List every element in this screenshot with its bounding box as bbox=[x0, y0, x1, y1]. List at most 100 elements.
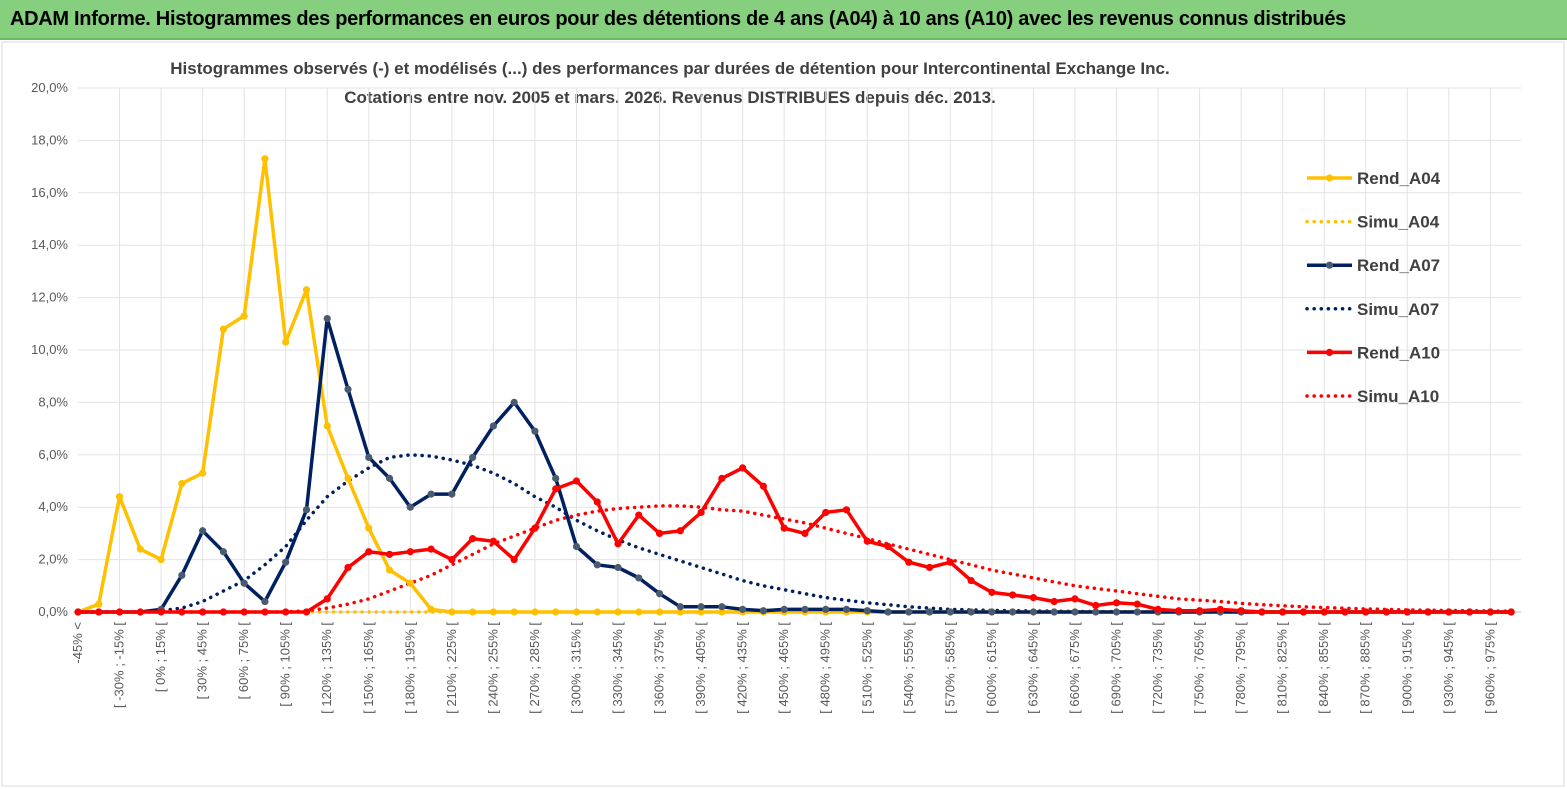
point bbox=[697, 508, 705, 517]
point bbox=[240, 579, 248, 587]
point bbox=[469, 608, 477, 616]
point bbox=[822, 605, 830, 613]
point bbox=[261, 608, 269, 616]
point bbox=[1424, 608, 1432, 616]
point bbox=[1133, 608, 1141, 616]
x-tick-label: [ 90% ; 105% [ bbox=[278, 622, 293, 707]
legend-label: Simu_A07 bbox=[1357, 300, 1439, 319]
point bbox=[552, 608, 560, 616]
x-tick-label: [ 420% ; 435% [ bbox=[735, 622, 750, 714]
point bbox=[1175, 607, 1183, 615]
point bbox=[448, 608, 456, 616]
point bbox=[344, 385, 352, 393]
point bbox=[1279, 608, 1287, 616]
point bbox=[157, 608, 165, 616]
x-tick-label: [ 240% ; 255% [ bbox=[485, 622, 500, 714]
point bbox=[697, 608, 705, 616]
x-tick-label: [ 30% ; 45% [ bbox=[195, 622, 210, 700]
point bbox=[261, 597, 269, 606]
point bbox=[967, 576, 975, 585]
point bbox=[157, 556, 165, 564]
point bbox=[178, 608, 186, 616]
x-tick-label: [ 660% ; 675% [ bbox=[1067, 622, 1082, 714]
point bbox=[1092, 601, 1100, 610]
x-tick-label: [ 840% ; 855% [ bbox=[1316, 622, 1331, 714]
x-tick-label: [ 720% ; 735% [ bbox=[1150, 622, 1165, 714]
point bbox=[552, 485, 560, 493]
point bbox=[344, 563, 352, 572]
point bbox=[780, 524, 788, 532]
point bbox=[385, 566, 394, 574]
point bbox=[780, 605, 788, 613]
point bbox=[1382, 608, 1391, 616]
point bbox=[1195, 607, 1204, 615]
point bbox=[884, 542, 892, 551]
x-tick-label: [ 780% ; 795% [ bbox=[1233, 622, 1248, 714]
point bbox=[635, 574, 643, 582]
point bbox=[1050, 597, 1058, 606]
x-tick-label: [ 180% ; 195% [ bbox=[402, 622, 417, 714]
y-tick-label: 12,0% bbox=[31, 290, 68, 305]
y-tick-label: 6,0% bbox=[38, 447, 68, 462]
legend-marker bbox=[1325, 174, 1334, 182]
point bbox=[593, 608, 601, 616]
point bbox=[219, 325, 227, 333]
point bbox=[593, 561, 601, 569]
point bbox=[614, 608, 622, 616]
x-tick-label: [ 330% ; 345% [ bbox=[610, 622, 625, 714]
point bbox=[801, 605, 809, 613]
point bbox=[427, 490, 435, 498]
point bbox=[739, 464, 747, 472]
y-tick-label: 16,0% bbox=[31, 185, 68, 200]
point bbox=[635, 608, 643, 616]
y-tick-label: 4,0% bbox=[38, 499, 68, 514]
point bbox=[925, 608, 934, 616]
legend-marker bbox=[1325, 261, 1334, 269]
point bbox=[115, 608, 124, 616]
point bbox=[219, 548, 227, 556]
point bbox=[988, 588, 996, 596]
legend-label: Rend_A10 bbox=[1357, 343, 1440, 362]
point bbox=[531, 427, 539, 435]
point bbox=[199, 608, 207, 616]
point bbox=[199, 527, 207, 535]
point bbox=[1507, 608, 1515, 616]
point bbox=[344, 474, 352, 482]
point bbox=[739, 605, 747, 613]
point bbox=[822, 508, 830, 517]
point bbox=[323, 422, 331, 430]
point bbox=[614, 563, 622, 572]
point bbox=[905, 558, 913, 566]
point bbox=[967, 608, 975, 616]
x-tick-label: [ 930% ; 945% [ bbox=[1441, 622, 1456, 714]
header-title: ADAM Informe. Histogrammes des performan… bbox=[10, 8, 1346, 30]
point bbox=[406, 503, 414, 511]
point bbox=[489, 537, 497, 545]
point bbox=[74, 608, 82, 616]
point bbox=[385, 474, 394, 482]
y-tick-label: 20,0% bbox=[31, 80, 68, 95]
point bbox=[1486, 608, 1494, 616]
point bbox=[946, 608, 954, 616]
point bbox=[489, 422, 497, 430]
point bbox=[842, 506, 851, 514]
legend-label: Rend_A07 bbox=[1357, 256, 1440, 275]
point bbox=[759, 482, 768, 490]
y-tick-label: 10,0% bbox=[31, 342, 68, 357]
x-tick-label: [ -30% ; -15% [ bbox=[112, 622, 127, 708]
point bbox=[282, 608, 290, 616]
point bbox=[925, 563, 934, 572]
point bbox=[1216, 605, 1224, 613]
point bbox=[199, 469, 207, 477]
point bbox=[676, 603, 684, 611]
point bbox=[572, 542, 581, 551]
point bbox=[427, 605, 435, 613]
x-tick-label: [ 870% ; 885% [ bbox=[1358, 622, 1373, 714]
x-tick-label: [ 300% ; 315% [ bbox=[568, 622, 583, 714]
point bbox=[178, 571, 186, 579]
point bbox=[905, 608, 913, 616]
chart-subtitle: Cotations entre nov. 2005 et mars. 2026.… bbox=[344, 88, 996, 107]
point bbox=[115, 493, 124, 501]
x-tick-label: [ 150% ; 165% [ bbox=[361, 622, 376, 714]
